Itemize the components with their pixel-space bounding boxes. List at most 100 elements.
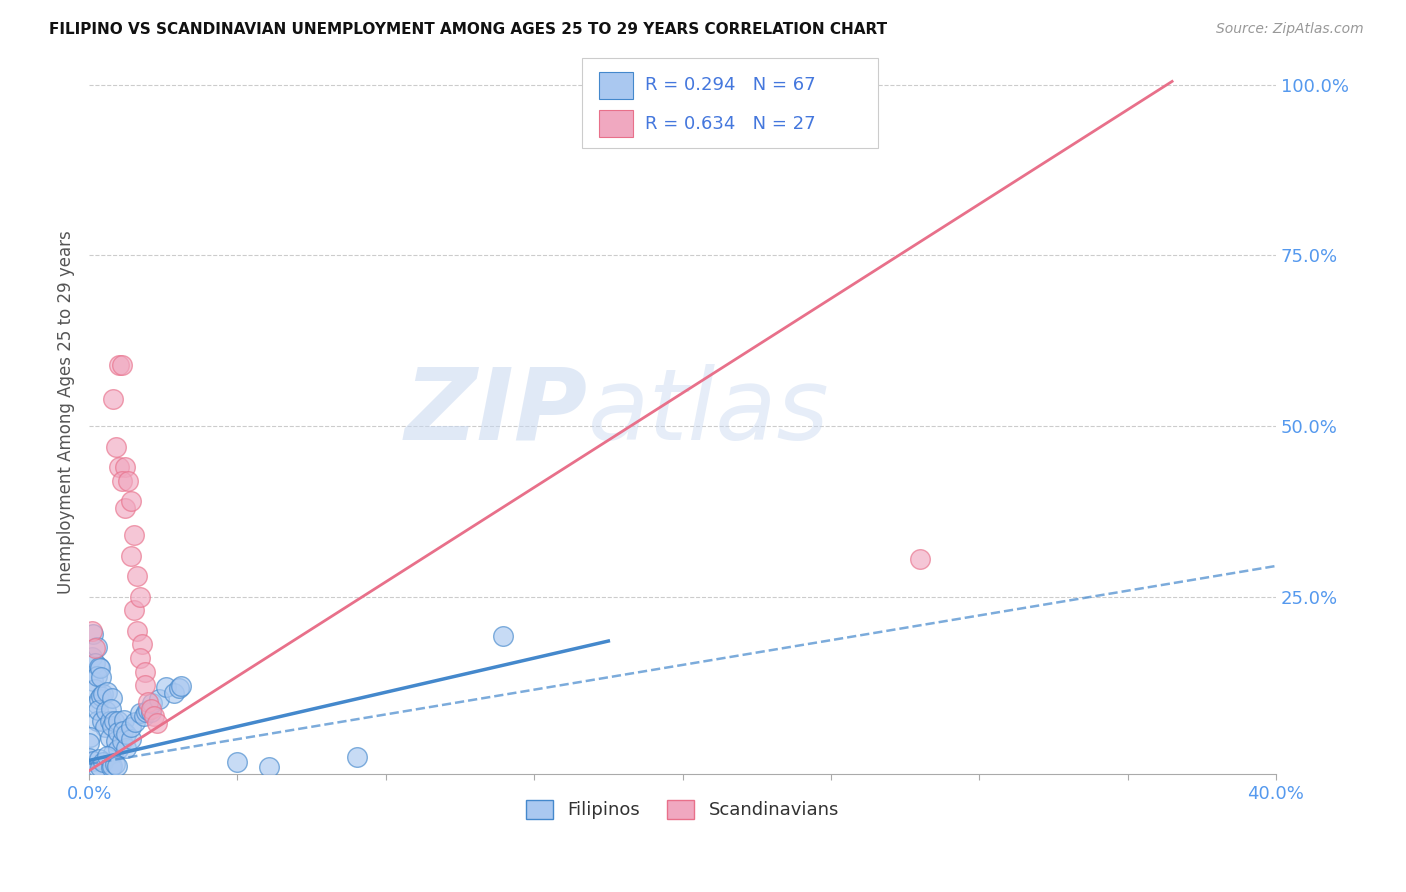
Point <box>170 679 193 693</box>
Point <box>100 702 122 716</box>
Point <box>115 741 138 756</box>
Point <box>134 678 156 692</box>
Point <box>111 358 134 372</box>
Point <box>117 474 139 488</box>
Point <box>107 725 129 739</box>
Point <box>104 756 127 771</box>
Point <box>134 665 156 679</box>
FancyBboxPatch shape <box>599 71 633 99</box>
Text: FILIPINO VS SCANDINAVIAN UNEMPLOYMENT AMONG AGES 25 TO 29 YEARS CORRELATION CHAR: FILIPINO VS SCANDINAVIAN UNEMPLOYMENT AM… <box>49 22 887 37</box>
Y-axis label: Unemployment Among Ages 25 to 29 years: Unemployment Among Ages 25 to 29 years <box>58 230 75 594</box>
Point <box>98 731 121 746</box>
Point <box>107 460 129 475</box>
Point <box>114 460 136 475</box>
FancyBboxPatch shape <box>582 58 879 148</box>
Point <box>82 673 104 688</box>
Point <box>100 760 122 774</box>
Point <box>96 684 118 698</box>
Point <box>83 656 105 670</box>
Point <box>111 474 134 488</box>
Point <box>86 640 108 654</box>
Point <box>89 661 111 675</box>
Point <box>120 720 142 734</box>
Point <box>492 629 515 643</box>
Point <box>87 660 110 674</box>
Point <box>84 640 107 655</box>
Point <box>80 649 103 664</box>
Point <box>90 670 112 684</box>
Point <box>105 758 128 772</box>
Point <box>120 494 142 508</box>
Point <box>131 637 153 651</box>
Point <box>77 751 100 765</box>
Text: atlas: atlas <box>588 364 830 461</box>
Point <box>94 704 117 718</box>
Point <box>103 714 125 728</box>
Point <box>86 669 108 683</box>
Point <box>128 651 150 665</box>
Point <box>82 627 104 641</box>
Point <box>87 691 110 706</box>
Text: Source: ZipAtlas.com: Source: ZipAtlas.com <box>1216 22 1364 37</box>
Point <box>135 705 157 719</box>
Point <box>107 358 129 372</box>
Text: R = 0.634   N = 27: R = 0.634 N = 27 <box>644 115 815 134</box>
Point <box>124 714 146 729</box>
Point <box>908 552 931 566</box>
Point <box>89 752 111 766</box>
Point <box>146 715 169 730</box>
Point <box>89 760 111 774</box>
FancyBboxPatch shape <box>599 110 633 137</box>
Point <box>94 720 117 734</box>
Point <box>167 681 190 695</box>
Point <box>98 714 121 729</box>
Point <box>93 755 115 769</box>
Point <box>125 624 148 638</box>
Point <box>112 724 135 739</box>
Point <box>114 713 136 727</box>
Point <box>155 680 177 694</box>
Legend: Filipinos, Scandinavians: Filipinos, Scandinavians <box>519 793 846 827</box>
Point <box>96 749 118 764</box>
Point <box>125 569 148 583</box>
Point <box>346 749 368 764</box>
Point <box>120 549 142 563</box>
Point <box>132 708 155 723</box>
Point <box>91 714 114 729</box>
Point <box>90 689 112 703</box>
Point <box>86 697 108 711</box>
Point <box>141 696 163 710</box>
Point <box>107 714 129 728</box>
Point <box>136 702 159 716</box>
Point <box>163 686 186 700</box>
Text: ZIP: ZIP <box>405 364 588 461</box>
Point <box>111 733 134 747</box>
Point <box>107 742 129 756</box>
Point <box>101 759 124 773</box>
Point <box>128 590 150 604</box>
Point <box>138 696 160 710</box>
Point <box>143 709 166 723</box>
Point <box>83 681 105 696</box>
Point <box>148 691 170 706</box>
Point <box>91 687 114 701</box>
Point <box>141 702 163 716</box>
Point <box>122 603 145 617</box>
Point <box>226 756 249 770</box>
Point <box>80 624 103 638</box>
Point <box>104 440 127 454</box>
Point <box>120 732 142 747</box>
Point <box>101 746 124 760</box>
Point <box>79 730 101 744</box>
Point <box>77 736 100 750</box>
Point <box>257 760 280 774</box>
Point <box>86 714 108 728</box>
Point <box>122 528 145 542</box>
Text: R = 0.294   N = 67: R = 0.294 N = 67 <box>644 77 815 95</box>
Point <box>101 392 124 406</box>
Point <box>114 727 136 741</box>
Point <box>86 760 108 774</box>
Point <box>101 690 124 705</box>
Point <box>82 754 104 768</box>
Point <box>105 734 128 748</box>
